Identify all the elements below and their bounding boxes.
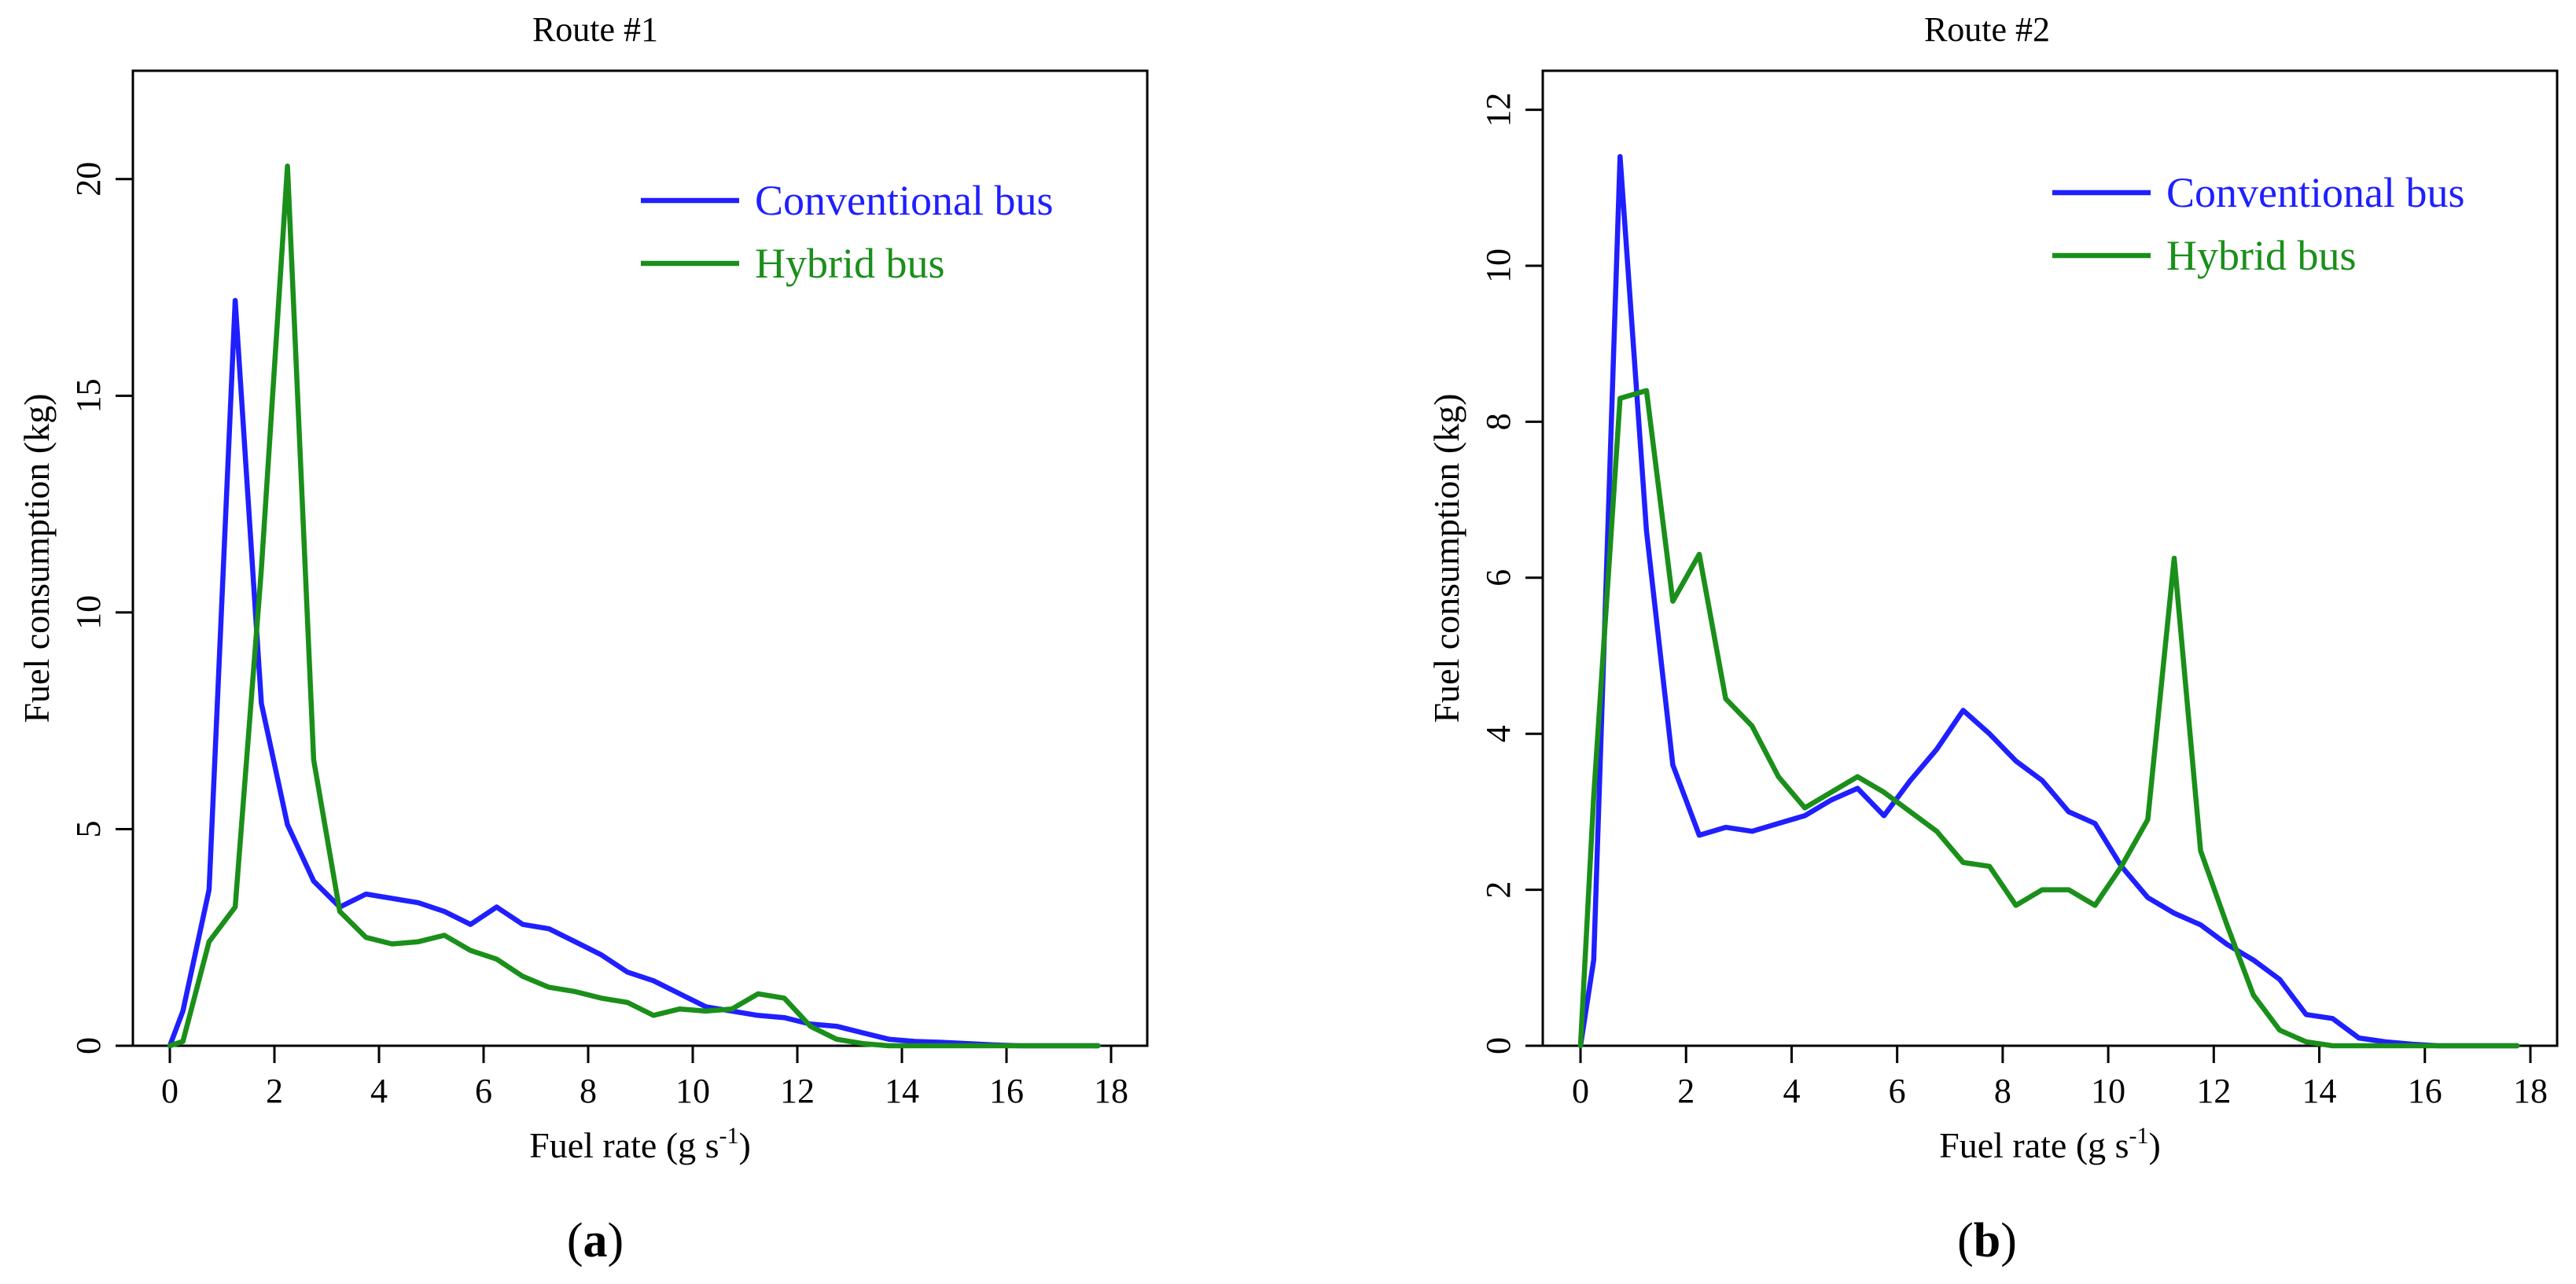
panel-label: (b) [1957, 1214, 2017, 1267]
x-tick-label: 2 [266, 1072, 283, 1110]
y-axis-title: Fuel consumption (kg) [1426, 393, 1466, 723]
x-tick-label: 12 [2196, 1072, 2231, 1110]
legend: Conventional bus Hybrid bus [2052, 169, 2464, 279]
x-tick-label: 14 [2302, 1072, 2337, 1110]
x-tick-label: 6 [475, 1072, 492, 1110]
chart-title: Route #2 [1924, 10, 2050, 49]
series-line-conventional-bus [167, 297, 1101, 1049]
x-axis-title: Fuel rate (g s-1) [1939, 1123, 2161, 1165]
chart-panel-route-2: Route #2 0 2 4 6 8 10 12 14 16 18 0 2 4 6 8 10 12 Conven… [1426, 10, 2559, 1267]
legend-label: Hybrid bus [755, 240, 945, 287]
y-tick-label: 20 [69, 162, 108, 197]
tick-labels: 0 2 4 6 8 10 12 14 16 18 0 5 10 15 20 [69, 162, 1128, 1110]
y-tick-label: 10 [69, 595, 108, 630]
series-line-conventional-bus [1577, 153, 2520, 1049]
series-line-hybrid-bus [167, 163, 1101, 1049]
y-tick-label: 5 [69, 820, 108, 837]
tick-marks [116, 178, 1113, 1063]
y-tick-label: 12 [1479, 93, 1518, 127]
legend-label: Conventional bus [755, 177, 1053, 224]
legend-label: Hybrid bus [2166, 232, 2357, 279]
y-tick-label: 6 [1479, 569, 1518, 587]
x-tick-label: 16 [989, 1072, 1024, 1110]
y-axis-title: Fuel consumption (kg) [17, 393, 57, 723]
x-tick-label: 6 [1889, 1072, 1906, 1110]
y-tick-label: 10 [1479, 248, 1518, 283]
x-tick-label: 4 [1783, 1072, 1800, 1110]
x-tick-label: 16 [2408, 1072, 2442, 1110]
x-tick-label: 10 [2091, 1072, 2125, 1110]
x-tick-label: 8 [1994, 1072, 2011, 1110]
x-axis-title: Fuel rate (g s-1) [529, 1123, 751, 1165]
x-tick-label: 18 [2513, 1072, 2548, 1110]
x-tick-label: 10 [675, 1072, 710, 1110]
y-tick-label: 15 [69, 378, 108, 413]
tick-labels: 0 2 4 6 8 10 12 14 16 18 0 2 4 6 8 10 12 [1479, 93, 2548, 1110]
y-tick-label: 8 [1479, 413, 1518, 430]
x-tick-label: 4 [370, 1072, 388, 1110]
x-tick-label: 8 [580, 1072, 597, 1110]
chart-title: Route #1 [532, 10, 658, 49]
series-line-hybrid-bus [1577, 388, 2520, 1049]
y-tick-label: 2 [1479, 881, 1518, 899]
y-tick-label: 0 [1479, 1037, 1518, 1054]
tick-marks [1525, 109, 2532, 1063]
x-tick-label: 12 [780, 1072, 815, 1110]
chart-panel-route-1: Route #1 0 2 4 6 8 10 12 14 16 18 0 5 10 15 20 Convent… [17, 10, 1149, 1267]
plot-frame [131, 69, 1149, 1047]
y-tick-label: 0 [69, 1037, 108, 1054]
x-tick-label: 0 [1572, 1072, 1589, 1110]
x-tick-label: 0 [161, 1072, 178, 1110]
panel-label: (a) [567, 1214, 624, 1267]
legend-label: Conventional bus [2166, 169, 2464, 216]
x-tick-label: 18 [1094, 1072, 1128, 1110]
plot-frame [1541, 69, 2559, 1047]
series-lines [1577, 153, 2520, 1049]
series-lines [167, 163, 1101, 1049]
y-tick-label: 4 [1479, 725, 1518, 742]
legend: Conventional bus Hybrid bus [641, 177, 1053, 287]
x-tick-label: 14 [885, 1072, 919, 1110]
x-tick-label: 2 [1677, 1072, 1695, 1110]
